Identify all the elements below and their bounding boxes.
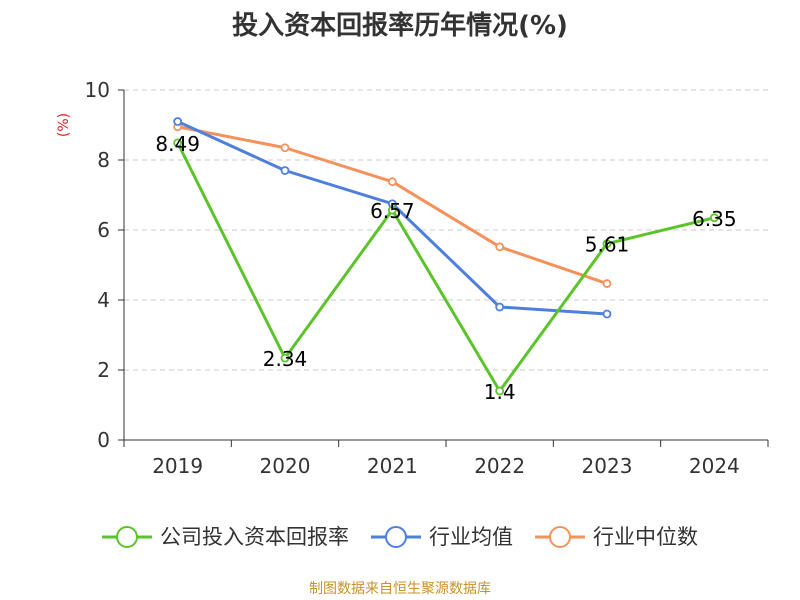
series-point: [280, 143, 290, 153]
y-tick-label: 4: [97, 288, 110, 312]
legend-label: 公司投入资本回报率: [160, 525, 349, 549]
legend-marker: [549, 526, 571, 548]
series-point: [387, 205, 397, 215]
data-label: 1.4: [484, 380, 516, 404]
legend-marker: [385, 526, 407, 548]
series-point: [173, 117, 183, 126]
y-tick-label: 2: [97, 358, 110, 382]
series-point: [495, 242, 505, 252]
x-tick-label: 2019: [152, 454, 203, 478]
legend-label: 行业均值: [429, 525, 513, 549]
x-tick-label: 2023: [582, 454, 633, 478]
y-tick-label: 8: [97, 148, 110, 172]
series-point: [602, 279, 612, 288]
y-tick-label: 6: [97, 218, 110, 242]
x-tick-label: 2024: [689, 454, 740, 478]
chart-title: 投入资本回报率历年情况(%): [232, 10, 568, 41]
series-lines: [173, 117, 719, 396]
data-label: 5.61: [585, 233, 630, 257]
series-point: [280, 353, 290, 363]
legend: 公司投入资本回报率 行业均值 行业中位数: [102, 525, 698, 549]
source-note: 制图数据来自恒生聚源数据库: [309, 581, 491, 597]
x-tick-label: 2022: [474, 454, 525, 478]
data-label: 8.49: [155, 132, 200, 156]
data-label: 6.57: [370, 199, 415, 223]
y-tick-label: 0: [97, 428, 110, 452]
series-point: [280, 166, 290, 175]
series-point: [387, 177, 397, 187]
legend-marker: [116, 526, 138, 548]
series-point: [602, 309, 612, 319]
axes: 0 2 4 6 8 10 2019 2020 2021 2022 2023 2024: [85, 78, 769, 478]
data-label: 6.35: [692, 207, 737, 231]
data-label: 2.34: [263, 347, 308, 371]
y-tick-label: 10: [85, 78, 110, 102]
series-point: [602, 239, 612, 249]
series-point: [495, 386, 505, 396]
legend-label: 行业中位数: [593, 525, 698, 549]
series-point: [173, 138, 183, 148]
data-labels: 8.49 2.34 6.57 1.4 5.61 6.35: [155, 132, 736, 404]
series-point: [709, 213, 719, 223]
y-axis-label: (%): [56, 113, 72, 137]
series-line: [176, 141, 716, 393]
x-tick-label: 2021: [367, 454, 418, 478]
series-point: [495, 302, 505, 312]
x-tick-label: 2020: [260, 454, 311, 478]
